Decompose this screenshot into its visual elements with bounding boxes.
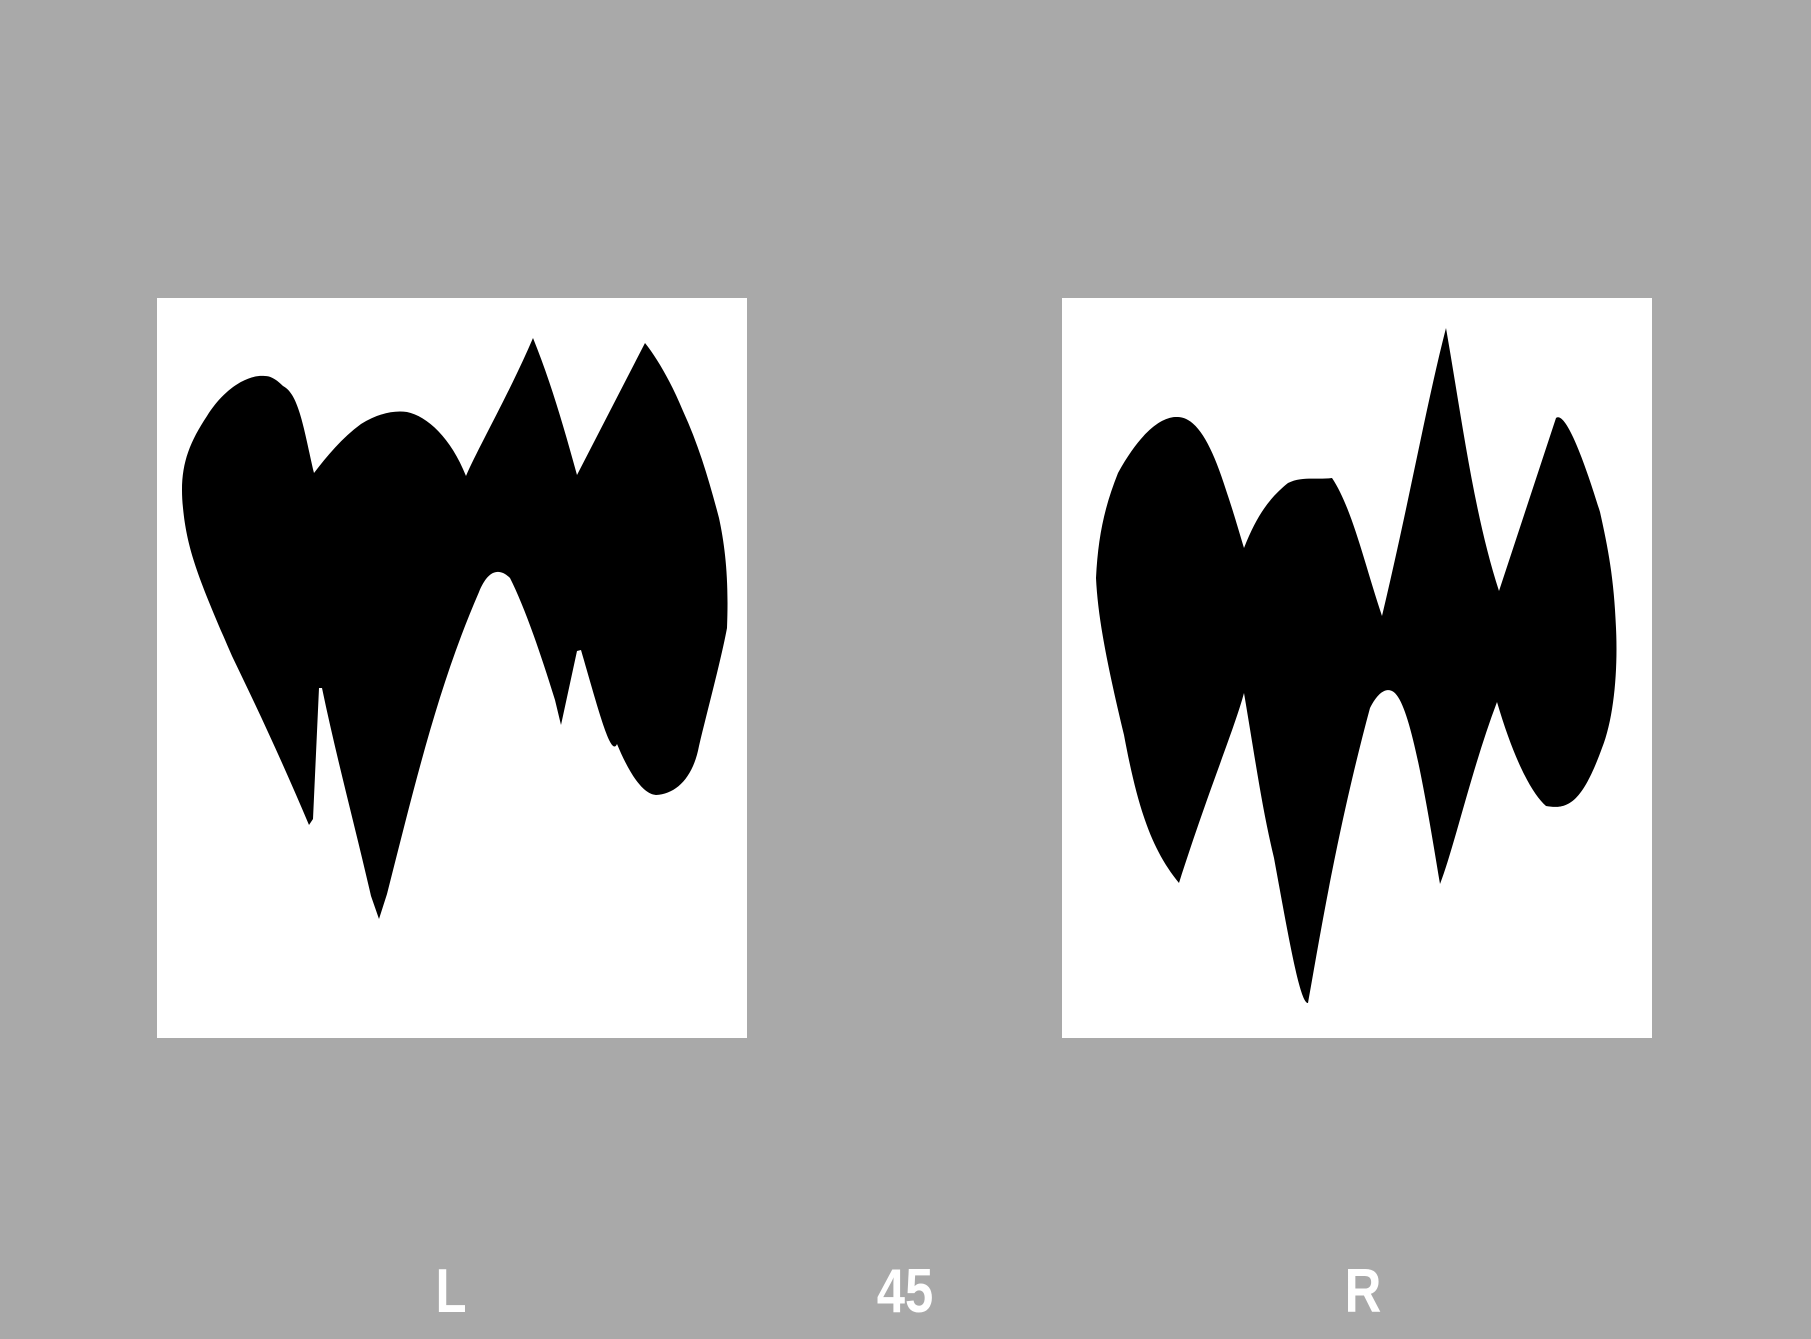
right-shape-panel[interactable]	[1062, 298, 1652, 1038]
right-blob-shape	[1096, 328, 1617, 1004]
right-label: R	[1344, 1257, 1382, 1326]
left-shape-svg	[182, 338, 728, 919]
right-shape-svg	[1096, 328, 1617, 1004]
trial-number-label: 45	[876, 1257, 934, 1326]
left-shape-panel[interactable]	[157, 298, 747, 1038]
left-label: L	[435, 1257, 467, 1326]
left-blob-shape	[182, 338, 728, 919]
